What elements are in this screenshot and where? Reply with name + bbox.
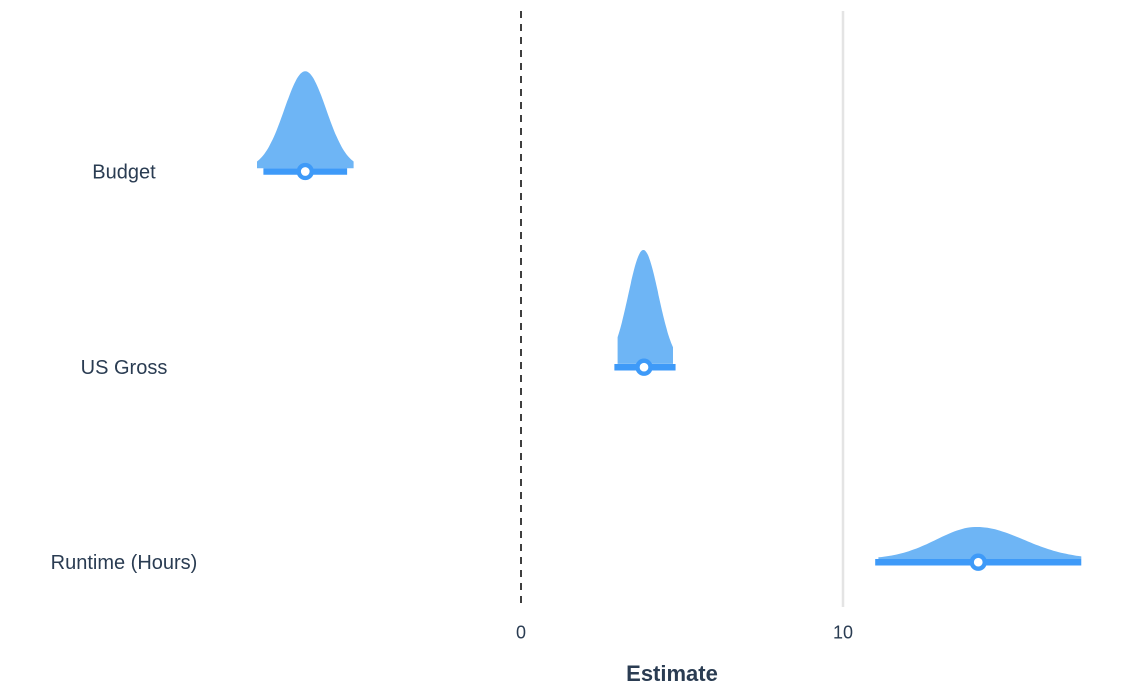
category-label-1: Budget: [92, 162, 156, 184]
point-estimate-marker-1: [296, 162, 314, 181]
category-label-2: US Gross: [81, 357, 168, 379]
point-estimate-marker-3: [969, 553, 987, 571]
x-tick-label-1: 0: [516, 622, 526, 642]
x-axis-title: Estimate: [626, 661, 718, 686]
density-slab-2: [617, 250, 673, 364]
density-slab-1: [257, 71, 354, 169]
density-slab-3: [878, 527, 1082, 559]
point-estimate-marker-2: [635, 358, 653, 376]
x-tick-label-2: 10: [833, 622, 853, 642]
category-label-3: Runtime (Hours): [51, 552, 198, 574]
